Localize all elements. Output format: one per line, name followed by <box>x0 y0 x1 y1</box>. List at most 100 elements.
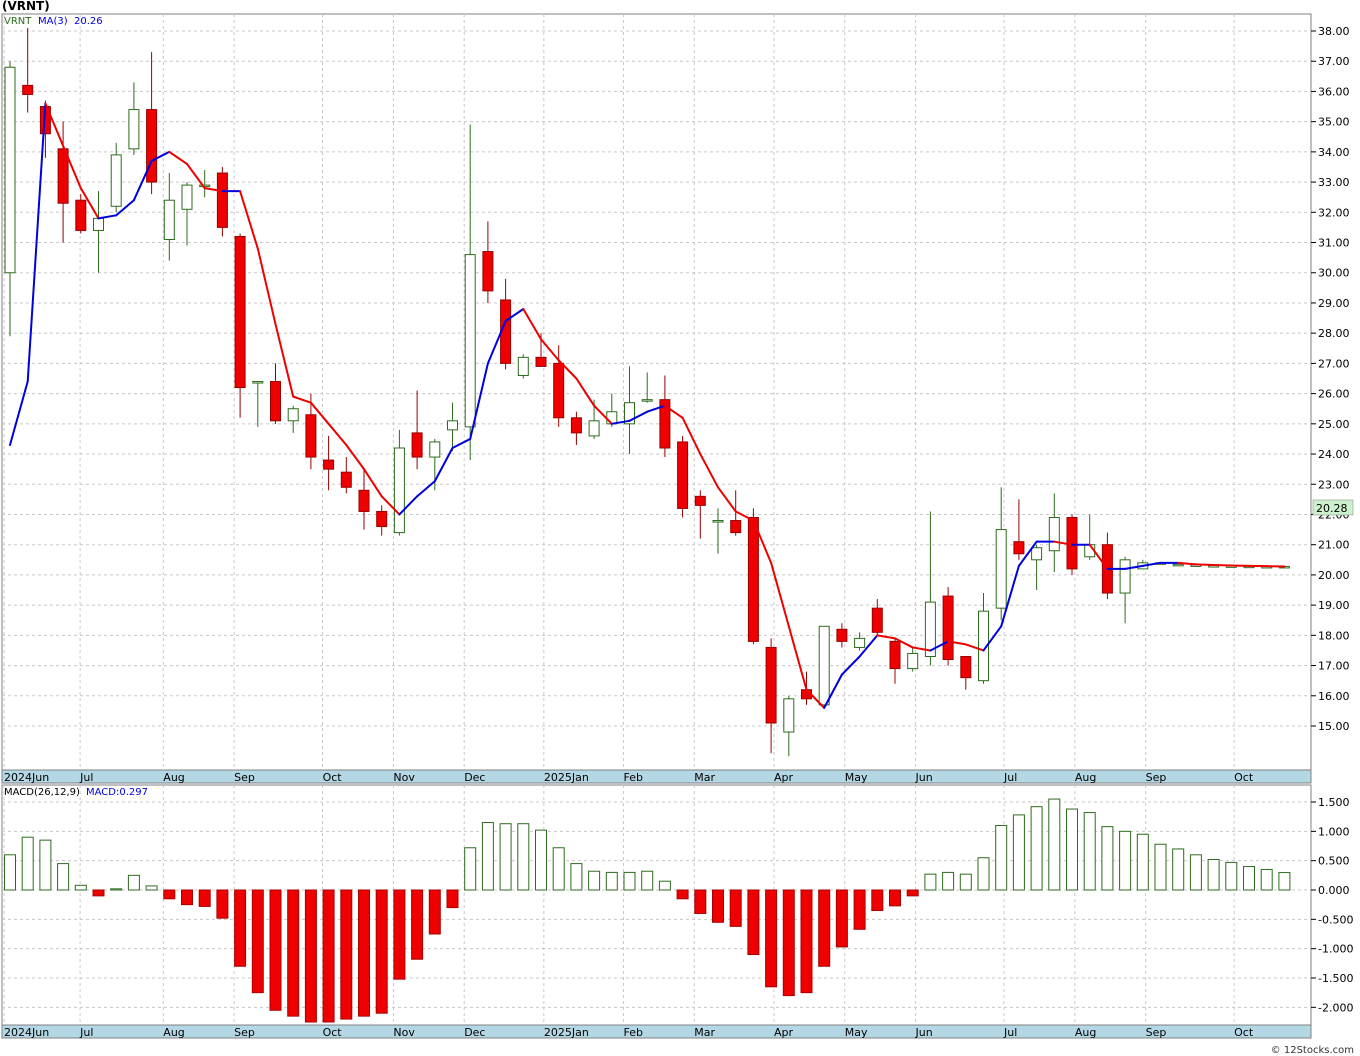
ma-segment <box>947 640 967 646</box>
macd-bar <box>375 889 388 1014</box>
price-y-tick-label: 24.00 <box>1318 448 1350 461</box>
ma-segment <box>150 150 171 162</box>
chart-title: (VRNT) <box>2 0 50 13</box>
candle <box>889 638 901 684</box>
candle-body <box>287 408 299 422</box>
candle <box>783 695 795 757</box>
candle-body <box>854 637 866 648</box>
candle-body <box>464 254 476 428</box>
ma-segment <box>504 308 525 323</box>
candle-body <box>411 432 423 458</box>
candle <box>146 52 158 195</box>
candle <box>747 508 759 645</box>
macd-x-tick-label: Apr <box>774 1026 794 1039</box>
macd-bar <box>535 829 547 891</box>
macd-bar <box>340 889 353 1020</box>
price-y-tick-label: 21.00 <box>1318 539 1350 552</box>
ma-segment <box>699 453 719 489</box>
macd-bar <box>1119 830 1132 891</box>
candle-body <box>783 698 795 733</box>
macd-bar <box>676 889 689 900</box>
legend-symbol: VRNT <box>4 16 32 27</box>
macd-bar <box>57 863 70 891</box>
macd-bar <box>39 839 52 891</box>
ma-segment <box>1017 540 1038 567</box>
macd-bar <box>942 871 955 891</box>
candle-body <box>393 447 405 534</box>
candle <box>128 82 140 155</box>
macd-bar <box>1136 833 1149 891</box>
price-y-tick-label: 35.00 <box>1318 116 1350 129</box>
macd-bar <box>959 873 972 891</box>
candle-body <box>1013 541 1025 555</box>
candle <box>1172 563 1184 567</box>
candle-body <box>836 628 848 642</box>
ma-segment <box>1088 543 1109 570</box>
ma-segment <box>557 359 578 380</box>
ma-segment <box>876 634 896 640</box>
candle-body <box>181 184 193 210</box>
ma-segment <box>805 688 826 709</box>
price-x-tick-label: Nov <box>393 771 415 784</box>
macd-x-tick-label: Mar <box>694 1026 715 1039</box>
macd-y-tick-label: 0.500 <box>1318 855 1350 868</box>
last-price-label: 20.28 <box>1316 502 1348 515</box>
macd-bar <box>1030 806 1043 891</box>
macd-y-tick-label: 1.000 <box>1318 825 1350 838</box>
candle-body <box>659 399 671 449</box>
macd-x-tick-label: Sep <box>1146 1026 1167 1039</box>
candle <box>765 638 777 754</box>
price-x-tick-label: 2025Jan <box>544 771 589 784</box>
candle <box>447 402 458 452</box>
macd-y-tick-label: -2.000 <box>1318 1001 1353 1014</box>
macd-bar <box>588 870 601 891</box>
candle <box>978 593 989 684</box>
ma-segment <box>186 162 206 190</box>
macd-x-axis-bar <box>1 1024 1312 1039</box>
macd-bar <box>977 857 990 891</box>
macd-bar <box>658 880 671 891</box>
macd-panel: -2.000 -1.500 -1.000 -0.500 0.000 0.500 1.000 1… <box>1 784 1353 1039</box>
last-price-marker: 20.28 <box>1312 499 1354 516</box>
ma-segment <box>752 519 773 564</box>
macd-bar <box>1207 858 1220 891</box>
price-y-tick-label: 38.00 <box>1318 25 1350 38</box>
candle <box>287 405 299 433</box>
macd-bars <box>4 798 1291 1023</box>
ma-segment <box>929 640 950 652</box>
price-y-tick-label: 31.00 <box>1318 237 1350 250</box>
price-x-axis-bar <box>1 769 1312 784</box>
ma-segment <box>646 404 666 413</box>
candle-body <box>978 610 989 682</box>
macd-bar <box>818 889 831 967</box>
candle-body <box>323 459 335 470</box>
ma-segment <box>345 443 365 471</box>
macd-bar <box>4 854 16 891</box>
price-x-tick-label: May <box>845 771 868 784</box>
macd-bar <box>1101 826 1114 891</box>
candle <box>323 435 335 491</box>
ma-segment <box>1053 540 1073 546</box>
candle <box>270 363 281 424</box>
candle-body <box>889 640 901 670</box>
candle-body <box>482 251 494 292</box>
ma-segment <box>734 510 755 522</box>
candle-body <box>22 84 34 95</box>
macd-x-tick-label: Jul <box>1003 1026 1017 1039</box>
macd-bar <box>605 871 618 891</box>
ma-segment <box>309 401 330 425</box>
ma-segment <box>327 422 348 446</box>
macd-bar <box>1189 854 1202 891</box>
price-y-tick-label: 29.00 <box>1318 297 1350 310</box>
price-x-tick-label: Aug <box>1075 771 1096 784</box>
candle-body <box>128 109 140 150</box>
candle <box>659 375 671 458</box>
macd-x-tick-label: Aug <box>1075 1026 1096 1039</box>
macd-bar <box>446 889 459 909</box>
ma-segment <box>168 150 188 165</box>
price-y-tick-label: 30.00 <box>1318 267 1350 280</box>
macd-bar <box>1260 868 1273 891</box>
candle <box>677 435 689 518</box>
price-y-tick-label: 17.00 <box>1318 660 1350 673</box>
macd-bar <box>304 889 317 1023</box>
